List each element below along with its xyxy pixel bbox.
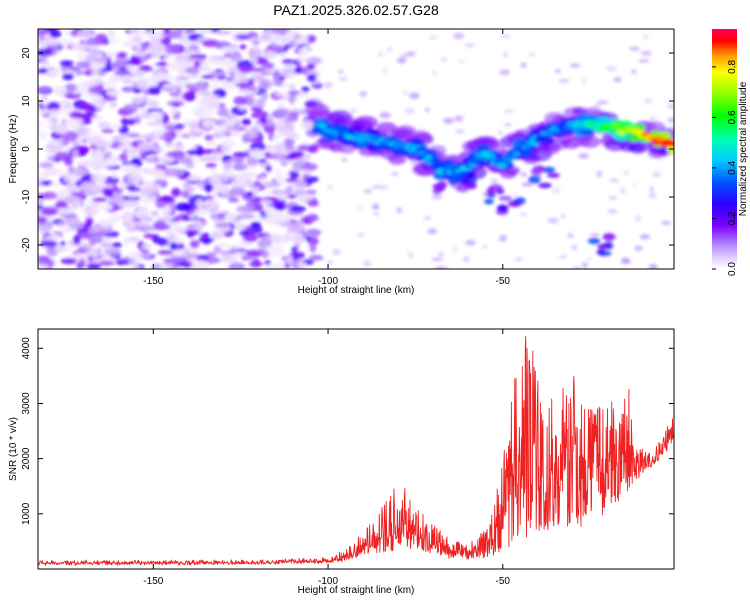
y-tick-label: -20 — [21, 237, 32, 252]
colorbar-tick-label: 0.2 — [727, 211, 738, 225]
x-tick-label: -100 — [318, 576, 338, 587]
snr-series-line — [38, 335, 674, 566]
y-tick-label: -10 — [21, 189, 32, 204]
snr-x-label: Height of straight line (km) — [298, 585, 415, 596]
y-tick-label: 0 — [21, 146, 32, 152]
y-tick-label: 4000 — [21, 337, 32, 360]
colorbar-tick-label: 0.6 — [727, 110, 738, 124]
spectrogram-x-axis: -150 -100 -50 — [143, 29, 510, 287]
y-tick-label: 20 — [21, 47, 32, 59]
spectrogram-y-axis: -20 -10 0 10 20 — [21, 47, 674, 252]
spectrogram-x-label: Height of straight line (km) — [298, 285, 415, 296]
colorbar-tick-label: 0.0 — [727, 262, 738, 276]
colorbar-label: Normalized spectral amplitude — [738, 81, 749, 216]
y-tick-label: 10 — [21, 95, 32, 107]
x-tick-label: -150 — [143, 576, 163, 587]
y-tick-label: 3000 — [21, 392, 32, 415]
colorbar-ticks: 0.0 0.2 0.4 0.6 0.8 — [712, 60, 738, 276]
y-tick-label: 2000 — [21, 447, 32, 470]
colorbar-gradient — [712, 29, 737, 269]
snr-frame — [37, 328, 675, 570]
y-tick-label: 1000 — [21, 502, 32, 525]
snr-panel: -150 -100 -50 1000 2000 3000 4000 Height of s… — [8, 328, 675, 596]
colorbar: 0.0 0.2 0.4 0.6 0.8 Normalized spectral ampl… — [712, 29, 749, 276]
x-tick-label: -50 — [496, 276, 511, 287]
colorbar-tick-label: 0.4 — [727, 161, 738, 175]
snr-y-axis: 1000 2000 3000 4000 — [21, 337, 674, 525]
colorbar-tick-label: 0.8 — [727, 60, 738, 74]
chart-title: PAZ1.2025.326.02.57.G28 — [273, 2, 439, 18]
snr-y-label: SNR (10 * v/v) — [8, 417, 19, 481]
x-tick-label: -50 — [496, 576, 511, 587]
x-tick-label: -150 — [143, 276, 163, 287]
snr-x-axis: -150 -100 -50 — [143, 329, 510, 587]
x-tick-label: -100 — [318, 276, 338, 287]
spectrogram-y-label: Frequency (Hz) — [8, 115, 19, 184]
spectrogram-plot-area — [38, 29, 674, 269]
